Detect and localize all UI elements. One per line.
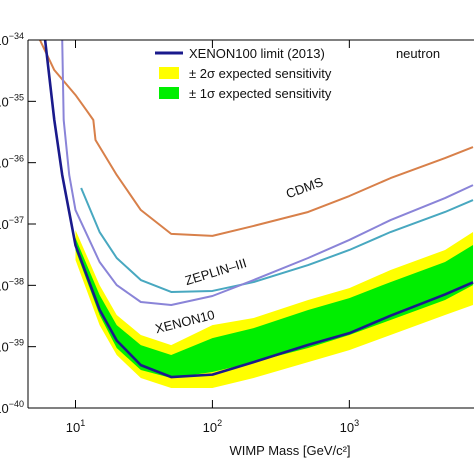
tick-label-exponent: −38 bbox=[9, 276, 24, 286]
plot-area bbox=[39, 40, 474, 388]
tick-label: 103 bbox=[340, 418, 359, 435]
tick-label: 10−37 bbox=[0, 215, 24, 232]
curve-label: ZEPLIN–III bbox=[183, 255, 248, 288]
tick-label-exponent: −35 bbox=[9, 92, 24, 102]
tick-label-exponent: −34 bbox=[9, 31, 24, 41]
tick-label: 10−34 bbox=[0, 31, 24, 48]
tick-label-base: 10 bbox=[203, 420, 217, 435]
tick-label-exponent: 2 bbox=[217, 418, 222, 428]
tick-label: 101 bbox=[66, 418, 85, 435]
sensitivity-band bbox=[75, 229, 474, 388]
legend-swatch bbox=[159, 67, 179, 79]
limit-curve bbox=[80, 187, 474, 293]
tick-label: 10−35 bbox=[0, 92, 24, 109]
limit-curve bbox=[39, 40, 474, 237]
tick-label: 10−39 bbox=[0, 338, 24, 355]
sensitivity-band bbox=[75, 238, 474, 379]
tick-label: 10−40 bbox=[0, 399, 24, 416]
tick-label-base: 10 bbox=[0, 94, 9, 109]
limit-curve bbox=[61, 40, 474, 306]
legend-label: XENON100 limit (2013) bbox=[189, 46, 325, 61]
tick-label-base: 10 bbox=[340, 420, 354, 435]
annotation: neutron bbox=[396, 46, 440, 61]
legend-label: ± 1σ expected sensitivity bbox=[189, 86, 332, 101]
tick-label-base: 10 bbox=[66, 420, 80, 435]
tick-label: 10−38 bbox=[0, 276, 24, 293]
legend-swatch bbox=[159, 87, 179, 99]
tick-label-base: 10 bbox=[0, 33, 9, 48]
tick-label-base: 10 bbox=[0, 156, 9, 171]
tick-label-exponent: −40 bbox=[9, 399, 24, 409]
tick-label-exponent: 1 bbox=[80, 418, 85, 428]
tick-label: 10−36 bbox=[0, 154, 24, 171]
tick-label-exponent: −36 bbox=[9, 154, 24, 164]
tick-label-base: 10 bbox=[0, 401, 9, 416]
tick-label-exponent: 3 bbox=[354, 418, 359, 428]
tick-label: 102 bbox=[203, 418, 222, 435]
legend-label: ± 2σ expected sensitivity bbox=[189, 66, 332, 81]
limit-curve bbox=[43, 40, 474, 379]
x-axis-label: WIMP Mass [GeV/c²] bbox=[229, 443, 350, 458]
tick-label-exponent: −37 bbox=[9, 215, 24, 225]
tick-label-base: 10 bbox=[0, 340, 9, 355]
tick-label-base: 10 bbox=[0, 217, 9, 232]
tick-label-base: 10 bbox=[0, 278, 9, 293]
curve-label: CDMS bbox=[284, 174, 325, 201]
tick-label-exponent: −39 bbox=[9, 338, 24, 348]
